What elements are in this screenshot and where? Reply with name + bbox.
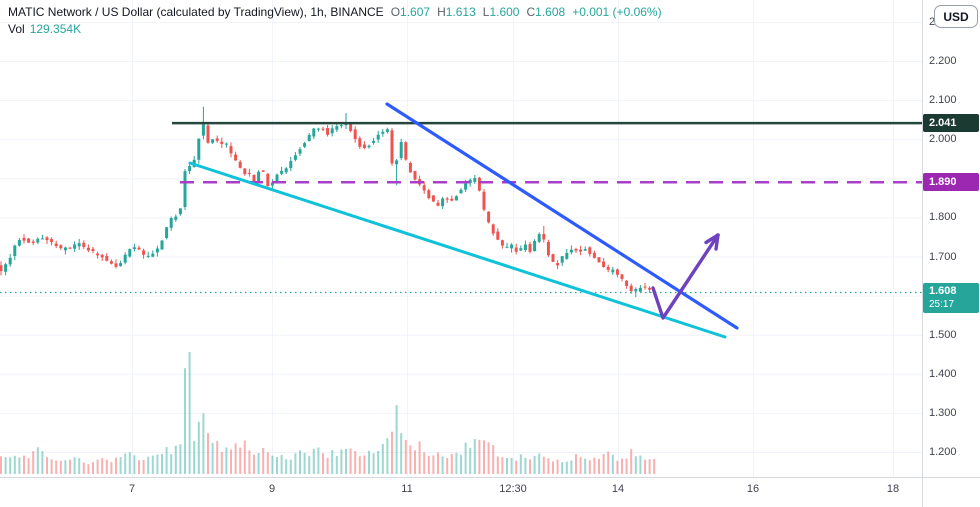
bar-countdown: 25:17 [929, 299, 955, 311]
lower-trendline[interactable] [188, 161, 727, 339]
badge-price-text: 2.041 [929, 117, 957, 130]
price-axis-label: 1.300 [929, 406, 957, 419]
symbol-title[interactable]: MATIC Network / US Dollar (calculated by… [8, 5, 384, 19]
ohlc-close-value: 1.608 [535, 5, 566, 19]
time-axis-label: 12:30 [499, 483, 527, 495]
badge-price-text: 1.608 [929, 285, 957, 298]
chart-header: MATIC Network / US Dollar (calculated by… [8, 4, 662, 38]
price-axis-label: 2.200 [929, 55, 957, 67]
price-axis-label: 1.400 [929, 367, 957, 380]
currency-button[interactable]: USD [934, 5, 978, 28]
time-axis-label: 18 [886, 483, 900, 495]
volume-readout: Vol 129.354K [8, 21, 662, 38]
ohlc-open-label: O [390, 5, 401, 19]
resistance-level-badge: 2.041 [923, 114, 979, 133]
candles [0, 106, 656, 298]
price-axis-label: 2.000 [929, 133, 957, 146]
time-axis-label: 11 [401, 483, 413, 495]
bounce-arrow[interactable] [651, 233, 720, 320]
mid-level-badge: 1.890 [923, 173, 979, 192]
volume-bars [0, 352, 656, 474]
ohlc-low-value: 1.600 [489, 5, 520, 19]
price-axis-label: 1.700 [929, 250, 957, 263]
time-axis[interactable]: 7 9 11 12:30 14 16 18 [0, 477, 922, 507]
ohlc-close-label: C [526, 5, 536, 19]
badge-price-text: 1.890 [929, 176, 957, 189]
ohlc-open-value: 1.607 [400, 5, 431, 19]
price-change: +0.001 (+0.06%) [572, 5, 662, 19]
symbol-line: MATIC Network / US Dollar (calculated by… [8, 4, 662, 21]
price-axis-label: 1.200 [929, 446, 957, 458]
time-axis-label: 14 [611, 483, 625, 495]
ohlc-high-label: H [437, 5, 446, 19]
last-price-badge: 1.608 25:17 [923, 283, 979, 314]
ohlc-low-label: L [482, 5, 490, 19]
volume-label[interactable]: Vol [8, 22, 25, 36]
time-axis-label: 7 [128, 483, 136, 495]
price-axis-label: 2.100 [929, 94, 957, 107]
price-axis[interactable]: 2.3002.2002.1002.0001.8001.7001.5001.400… [922, 0, 980, 507]
ohlc-high-value: 1.613 [445, 5, 476, 19]
price-axis-label: 1.500 [929, 328, 957, 341]
time-axis-label: 9 [268, 483, 276, 495]
gridlines [0, 0, 922, 477]
upper-trendline[interactable] [385, 102, 739, 330]
time-axis-label: 16 [746, 483, 760, 495]
price-axis-label: 1.800 [929, 211, 957, 224]
volume-value: 129.354K [29, 22, 82, 36]
